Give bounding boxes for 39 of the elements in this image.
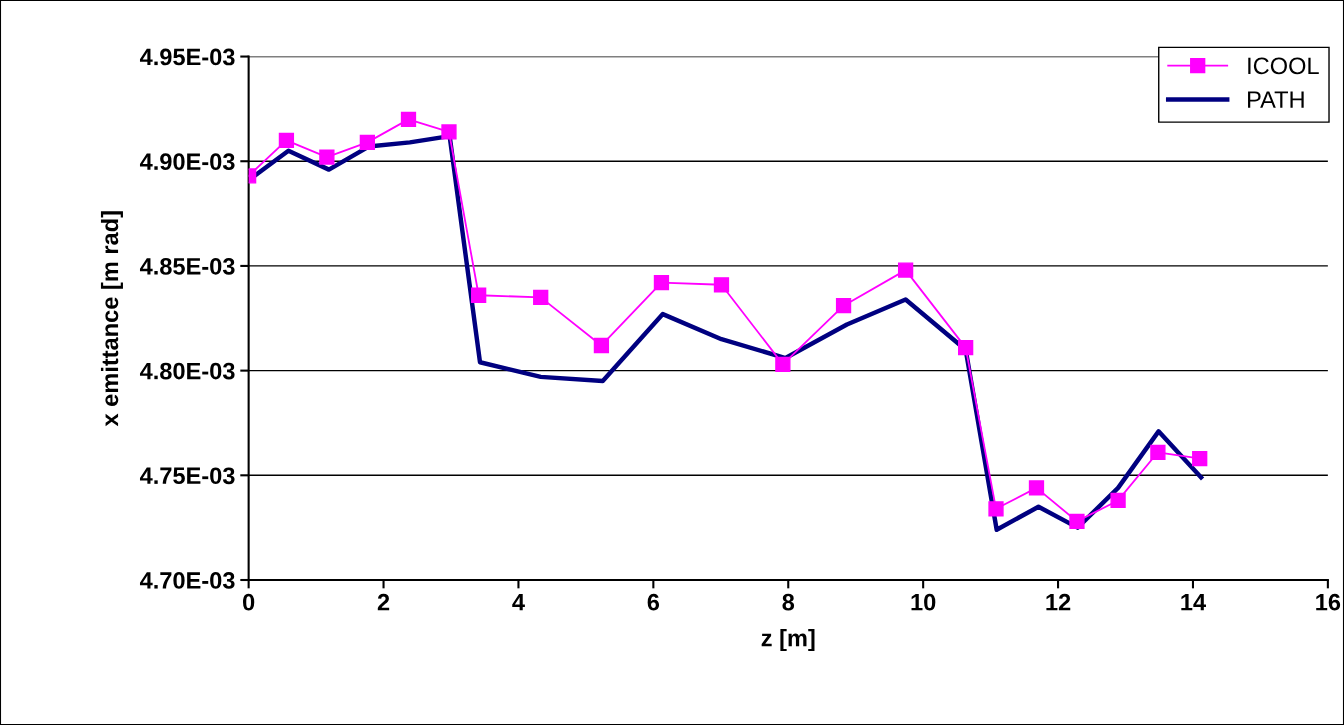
y-tick-label: 4.70E-03 (139, 572, 235, 589)
point (835, 298, 852, 314)
legend-label: PATH (1248, 91, 1304, 108)
x-tick-label: 0 (243, 593, 255, 611)
point (359, 134, 375, 151)
y-tick-label: 4.90E-03 (139, 153, 235, 171)
x-tick-label: 4 (512, 594, 525, 611)
x-tick-label: 14 (1181, 594, 1206, 611)
point (593, 337, 610, 354)
point (775, 356, 791, 372)
point (1028, 480, 1045, 496)
x-tick-label: 10 (911, 593, 936, 611)
point (1110, 492, 1126, 509)
y-tick-label: 4.95E-03 (139, 48, 235, 66)
x-tick-label: 6 (647, 593, 660, 611)
y-tick-label: 4.80E-03 (139, 362, 235, 380)
x-tick-label: 8 (782, 593, 795, 611)
y-axis-title: x emittance [m rad] (100, 211, 123, 427)
point (958, 339, 974, 356)
point (441, 124, 457, 140)
x-tick-label: 16 (1316, 593, 1341, 611)
x-axis-title: z [m] (761, 629, 815, 652)
y-tick-label: 4.75E-03 (139, 467, 235, 485)
point (278, 132, 295, 148)
x-tick-label: 2 (377, 593, 390, 611)
point (400, 111, 417, 128)
point (1192, 450, 1208, 467)
point (897, 262, 914, 278)
point (1069, 513, 1085, 530)
y-tick-label: 4.85E-03 (139, 258, 235, 275)
point (533, 289, 549, 305)
point (319, 149, 335, 165)
point (471, 287, 487, 303)
point (713, 277, 730, 293)
point (988, 501, 1004, 517)
legend-label: ICOOL (1248, 57, 1319, 75)
point (653, 275, 670, 291)
point (1150, 444, 1166, 460)
x-tick-label: 12 (1046, 593, 1071, 611)
